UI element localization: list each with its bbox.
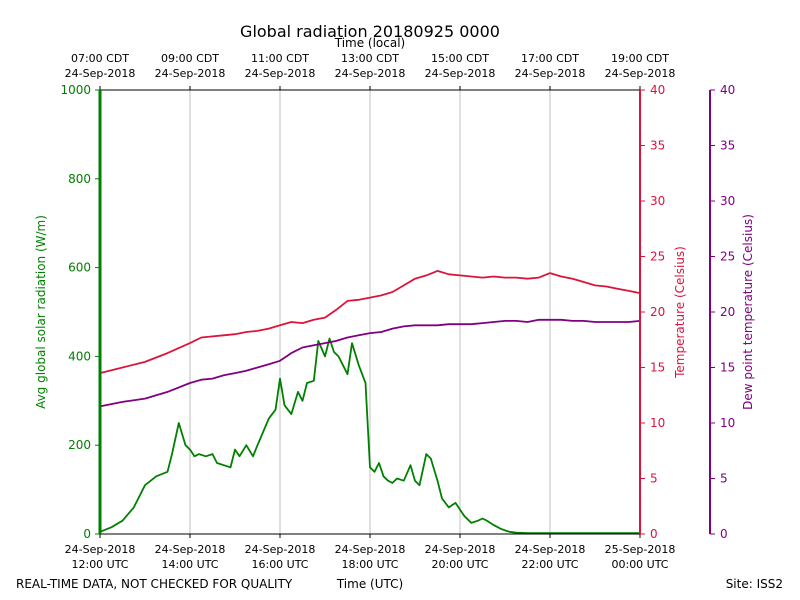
dewpoint-tick-label: 30 (720, 194, 735, 208)
radiation-tick-label: 200 (68, 438, 91, 452)
top-tick-local: 09:00 CDT (161, 52, 219, 65)
quality-disclaimer: REAL-TIME DATA, NOT CHECKED FOR QUALITY (16, 577, 293, 591)
radiation-axis-label: Avg global solar radiation (W/m) (34, 215, 48, 409)
dewpoint-axis-label: Dew point temperature (Celsius) (741, 214, 755, 410)
top-tick-date: 24-Sep-2018 (245, 67, 316, 80)
temperature-tick-label: 15 (650, 361, 665, 375)
temperature-tick-label: 40 (650, 83, 665, 97)
temperature-tick-label: 5 (650, 472, 658, 486)
top-tick-local: 15:00 CDT (431, 52, 489, 65)
top-tick-local: 11:00 CDT (251, 52, 309, 65)
x-tick-utc: 00:00 UTC (611, 558, 668, 571)
radiation-tick-label: 800 (68, 172, 91, 186)
x-tick-utc: 14:00 UTC (161, 558, 218, 571)
dewpoint-axis: 0 5 10 15 20 25 30 35 40 Dew point temperature (C… (709, 83, 755, 541)
temperature-tick-label: 25 (650, 250, 665, 264)
top-tick-date: 24-Sep-2018 (425, 67, 496, 80)
x-tick-date: 24-Sep-2018 (515, 543, 586, 556)
temperature-series-line (99, 269, 641, 374)
site-label: Site: ISS2 (726, 577, 783, 591)
top-tick-local: 13:00 CDT (341, 52, 399, 65)
top-axis-label: Time (local) (334, 36, 406, 50)
dewpoint-tick-label: 20 (720, 305, 735, 319)
x-tick-utc: 18:00 UTC (341, 558, 398, 571)
radiation-tick-label: 600 (68, 261, 91, 275)
gridlines (189, 90, 551, 534)
x-axis-ticks: 24-Sep-2018 12:00 UTC 07:00 CDT 24-Sep-2018… (65, 52, 676, 571)
x-tick-date: 24-Sep-2018 (65, 543, 136, 556)
top-tick-date: 24-Sep-2018 (605, 67, 676, 80)
dewpoint-tick-label: 35 (720, 139, 735, 153)
temperature-axis-label: Temperature (Celsius) (673, 246, 687, 379)
top-tick-date: 24-Sep-2018 (65, 67, 136, 80)
x-axis-label: Time (UTC) (336, 577, 403, 591)
temperature-tick-label: 0 (650, 527, 658, 541)
dewpoint-tick-label: 10 (720, 416, 735, 430)
x-tick-date: 24-Sep-2018 (155, 543, 226, 556)
radiation-series-line (99, 337, 640, 534)
top-tick-local: 19:00 CDT (611, 52, 669, 65)
dewpoint-tick-label: 0 (720, 527, 728, 541)
dewpoint-tick-label: 5 (720, 472, 728, 486)
x-tick-date: 24-Sep-2018 (335, 543, 406, 556)
radiation-axis: 0 200 400 600 800 1000 Avg global solar radiat… (34, 83, 102, 541)
temperature-axis: 0 5 10 15 20 25 30 35 40 Temperature (Celsius) (639, 83, 687, 541)
x-tick-date: 24-Sep-2018 (425, 543, 496, 556)
top-tick-date: 24-Sep-2018 (515, 67, 586, 80)
temperature-tick-label: 35 (650, 139, 665, 153)
x-tick-utc: 16:00 UTC (251, 558, 308, 571)
x-tick-utc: 22:00 UTC (521, 558, 578, 571)
temperature-tick-label: 20 (650, 305, 665, 319)
temperature-tick-label: 30 (650, 194, 665, 208)
dewpoint-tick-label: 15 (720, 361, 735, 375)
dewpoint-series-line (99, 318, 641, 408)
x-tick-date: 25-Sep-2018 (605, 543, 676, 556)
chart-title: Global radiation 20180925 0000 (240, 22, 500, 41)
x-tick-utc: 12:00 UTC (71, 558, 128, 571)
series-group (99, 269, 641, 534)
dewpoint-tick-label: 40 (720, 83, 735, 97)
top-tick-local: 07:00 CDT (71, 52, 129, 65)
top-tick-local: 17:00 CDT (521, 52, 579, 65)
radiation-tick-label: 0 (83, 527, 91, 541)
top-tick-date: 24-Sep-2018 (155, 67, 226, 80)
temperature-tick-label: 10 (650, 416, 665, 430)
top-tick-date: 24-Sep-2018 (335, 67, 406, 80)
radiation-tick-label: 400 (68, 349, 91, 363)
dewpoint-tick-label: 25 (720, 250, 735, 264)
radiation-tick-label: 1000 (60, 83, 91, 97)
x-tick-date: 24-Sep-2018 (245, 543, 316, 556)
x-tick-utc: 20:00 UTC (431, 558, 488, 571)
